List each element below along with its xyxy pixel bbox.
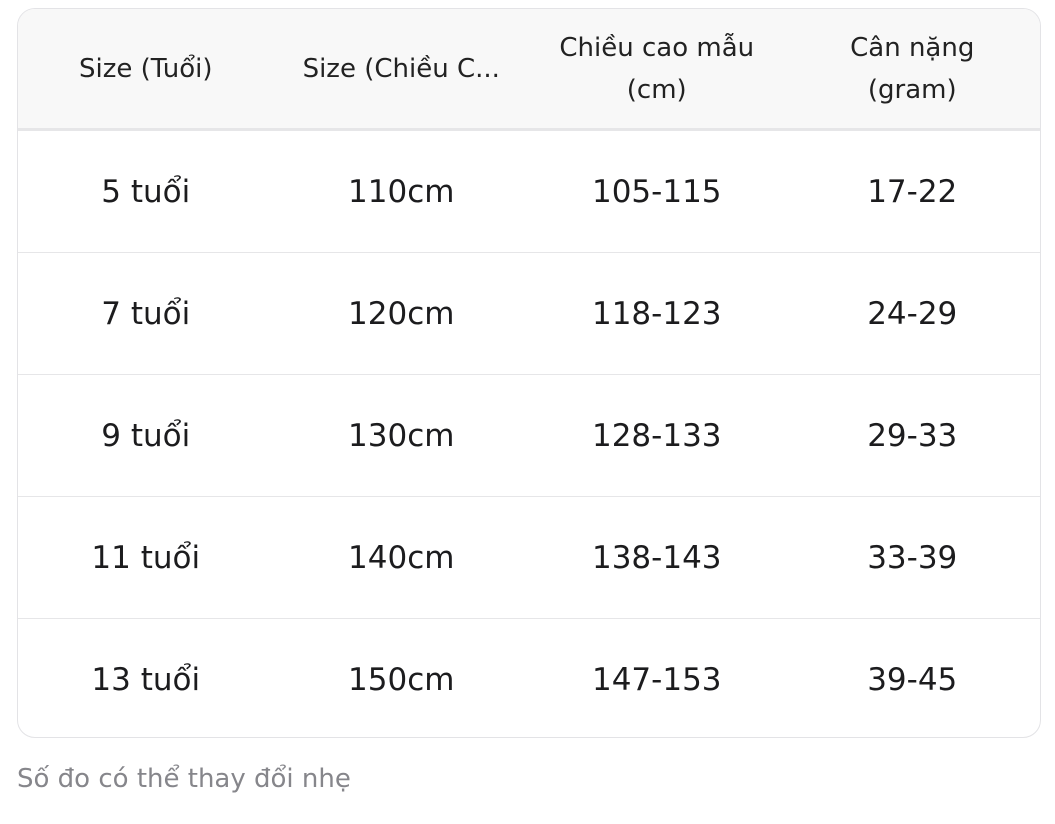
table-cell: 9 tuổi	[101, 417, 191, 454]
table-cell: 140cm	[348, 539, 455, 576]
table-cell: 39-45	[867, 661, 958, 698]
table-cell: 110cm	[348, 173, 455, 210]
table-cell: 29-33	[867, 417, 958, 454]
size-chart-table: Size (Tuổi) Size (Chiều C... Chiều cao m…	[17, 8, 1041, 738]
header-weight: Cân nặng (gram)	[850, 32, 975, 105]
table-cell: 13 tuổi	[91, 661, 201, 698]
table-cell: 150cm	[348, 661, 455, 698]
table-cell: 138-143	[591, 539, 722, 576]
header-model-height: Chiều cao mẫu (cm)	[559, 32, 755, 105]
table-cell: 11 tuổi	[91, 539, 201, 576]
table-row: 11 tuổi 140cm 138-143 33-39	[18, 496, 1040, 618]
footnote: Số đo có thể thay đổi nhẹ	[17, 764, 351, 794]
table-cell: 5 tuổi	[101, 173, 191, 210]
table-cell: 147-153	[591, 661, 722, 698]
table-cell: 120cm	[348, 295, 455, 332]
header-size-age: Size (Tuổi)	[79, 53, 213, 84]
table-cell: 130cm	[348, 417, 455, 454]
table-cell: 128-133	[591, 417, 722, 454]
table-row: 5 tuổi 110cm 105-115 17-22	[18, 130, 1040, 252]
table-row: 9 tuổi 130cm 128-133 29-33	[18, 374, 1040, 496]
table-row: 7 tuổi 120cm 118-123 24-29	[18, 252, 1040, 374]
table-cell: 33-39	[867, 539, 958, 576]
table-cell: 7 tuổi	[101, 295, 191, 332]
table-cell: 118-123	[591, 295, 722, 332]
table-header-row: Size (Tuổi) Size (Chiều C... Chiều cao m…	[18, 9, 1040, 130]
table-row: 13 tuổi 150cm 147-153 39-45	[18, 618, 1040, 737]
table-cell: 24-29	[867, 295, 958, 332]
table-cell: 105-115	[591, 173, 722, 210]
table-cell: 17-22	[867, 173, 958, 210]
header-size-height: Size (Chiều C...	[302, 53, 500, 84]
